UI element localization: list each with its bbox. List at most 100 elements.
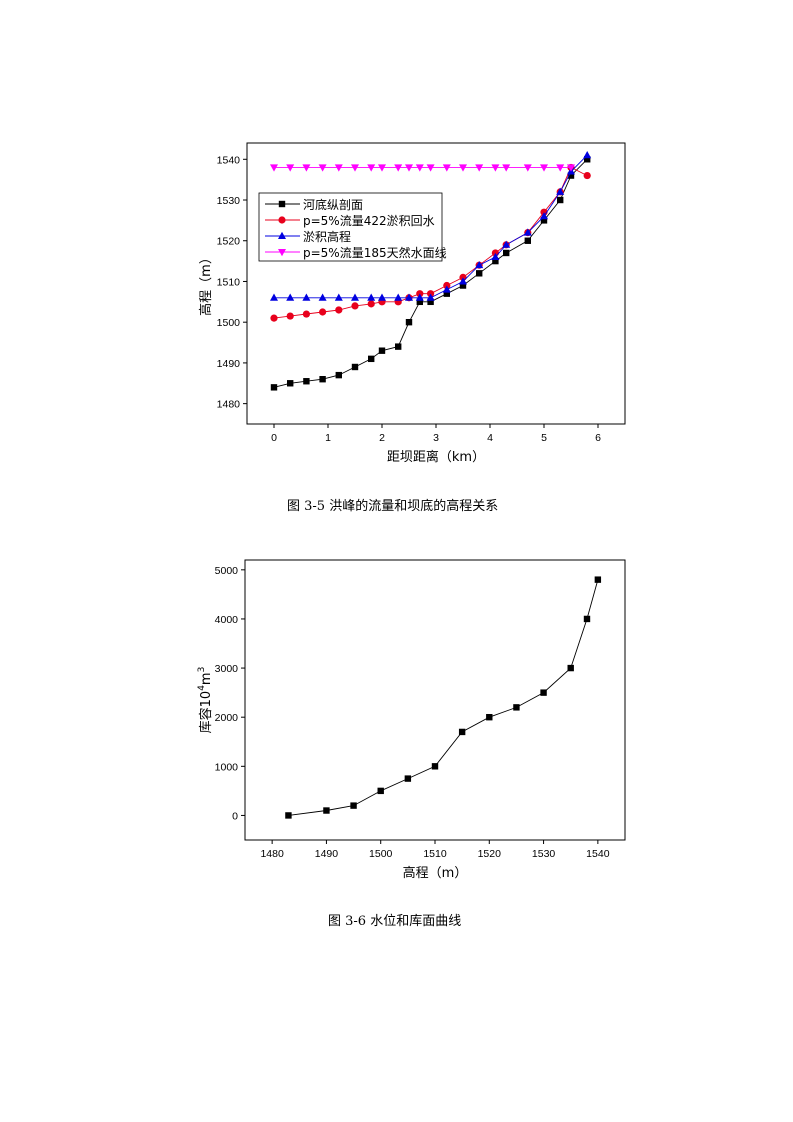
data-point <box>377 787 384 795</box>
data-point <box>475 260 484 269</box>
data-point <box>431 763 439 770</box>
y-tick-label: 1500 <box>217 317 241 329</box>
y-axis-label-superscript: 3 <box>197 667 207 673</box>
data-point <box>476 270 483 277</box>
data-point <box>524 237 531 244</box>
legend-marker <box>278 200 286 208</box>
y-tick-label: 1480 <box>217 399 241 411</box>
data-point <box>491 164 500 172</box>
data-point <box>540 164 548 172</box>
legend-marker <box>278 249 286 257</box>
x-tick-label: 4 <box>487 432 493 444</box>
legend-entry: 淤积高程 <box>303 229 351 244</box>
data-point <box>286 164 295 172</box>
x-tick-label: 0 <box>271 432 277 444</box>
data-point <box>302 293 311 301</box>
chart-elevation-profile: 0 1 2 3 4 5 6 1480 1490 1500 1510 1520 1530 1540 距坝距离（… <box>198 142 626 465</box>
legend-marker <box>278 231 286 239</box>
data-point <box>540 212 548 220</box>
y-axis-label: 库容104m3 <box>197 667 214 734</box>
y-axis-label: 高程（m） <box>198 251 214 316</box>
series-line-1 <box>273 158 588 388</box>
series-line-3 <box>274 154 588 299</box>
x-tick-label: 1510 <box>423 848 447 860</box>
data-point <box>442 164 451 172</box>
data-point <box>557 196 564 204</box>
data-point <box>443 290 450 297</box>
y-axis-label-part: m <box>199 672 214 685</box>
x-axis-label: 高程（m） <box>403 865 468 881</box>
y-axis-label-part: 库容10 <box>198 691 214 734</box>
data-point <box>442 285 451 293</box>
data-point <box>458 728 466 736</box>
data-point <box>405 318 413 326</box>
data-point <box>540 217 548 224</box>
data-point <box>351 363 359 371</box>
x-tick-label: 5 <box>541 432 547 444</box>
y-tick-label: 1510 <box>217 276 241 288</box>
x-tick-label: 1480 <box>260 848 284 860</box>
data-point <box>523 228 532 236</box>
data-point <box>513 704 520 711</box>
data-point <box>302 310 310 318</box>
data-point <box>503 249 510 257</box>
data-point <box>594 576 602 583</box>
data-point <box>287 380 294 387</box>
data-point <box>351 164 359 172</box>
data-point <box>285 812 292 819</box>
x-tick-label: 1490 <box>315 848 339 860</box>
y-tick-label: 0 <box>232 810 238 822</box>
data-point <box>502 240 511 248</box>
data-point <box>556 187 565 195</box>
data-point <box>427 298 434 306</box>
data-point <box>378 347 386 354</box>
data-point <box>318 164 327 172</box>
data-point <box>334 293 343 301</box>
data-point <box>486 713 493 721</box>
x-tick-label: 1 <box>325 432 331 444</box>
data-point <box>556 164 565 172</box>
data-point <box>378 293 386 301</box>
data-point <box>368 355 375 363</box>
data-point <box>335 371 342 379</box>
data-point <box>523 164 532 172</box>
data-point <box>335 306 343 314</box>
x-tick-label: 3 <box>433 432 439 444</box>
x-tick-label: 1520 <box>478 848 502 860</box>
data-point <box>405 293 413 301</box>
y-tick-label: 1530 <box>217 195 241 207</box>
x-tick-label: 1530 <box>532 848 556 860</box>
data-point <box>394 164 403 172</box>
data-point <box>583 151 592 159</box>
x-axis-label: 距坝距离（km） <box>387 449 485 465</box>
chart-storage-curve: 1480 1490 1500 1510 1520 1530 1540 0 1000 2000 300… <box>197 559 626 881</box>
data-point <box>540 689 547 696</box>
data-point <box>567 172 575 179</box>
data-point <box>270 164 278 172</box>
data-point <box>567 164 575 172</box>
plot-frame <box>244 559 626 841</box>
y-tick-label: 1490 <box>217 358 241 370</box>
y-axis-label-superscript: 4 <box>197 685 207 691</box>
data-point <box>583 171 591 180</box>
data-point <box>318 293 327 301</box>
data-point <box>367 164 376 172</box>
data-point <box>459 164 467 172</box>
data-point <box>395 343 402 350</box>
data-point <box>404 775 412 782</box>
x-tick-label: 1500 <box>369 848 393 860</box>
data-point <box>286 293 295 301</box>
figure-caption-3-5: 图 3-5 洪峰的流量和坝底的高程关系 <box>287 499 499 514</box>
data-point <box>350 802 357 809</box>
data-point <box>394 293 403 301</box>
data-point <box>303 378 310 385</box>
y-tick-label: 2000 <box>215 712 239 724</box>
data-point <box>416 298 423 306</box>
data-point <box>415 164 424 172</box>
y-tick-label: 5000 <box>215 565 239 577</box>
data-point <box>302 164 311 172</box>
data-point <box>492 257 499 265</box>
data-point <box>502 164 511 172</box>
data-point <box>426 293 435 301</box>
